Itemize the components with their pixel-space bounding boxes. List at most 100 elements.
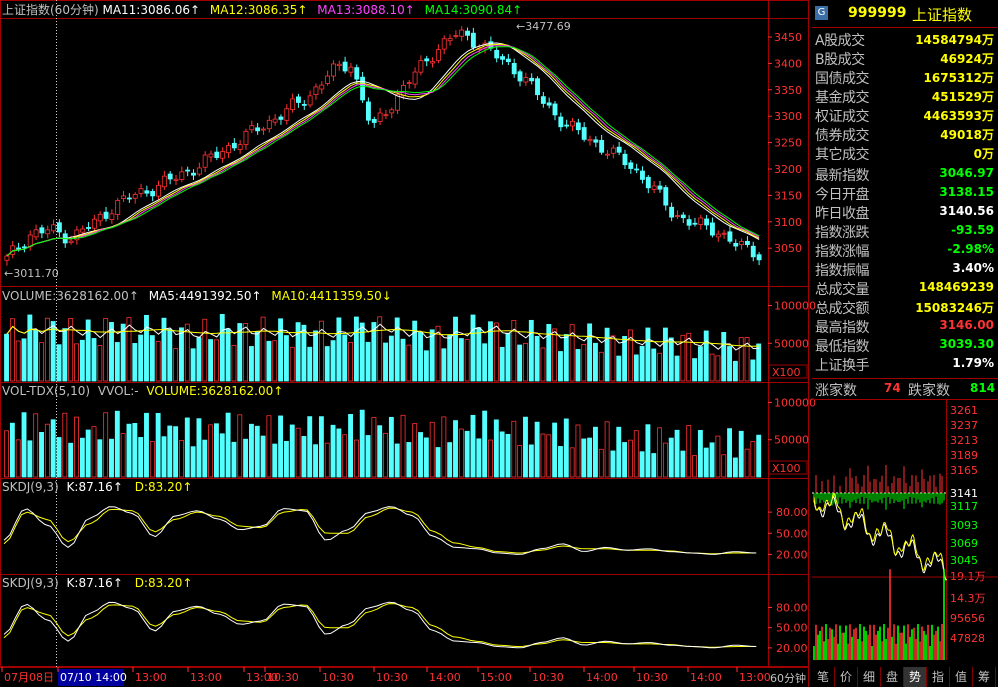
candle-body <box>500 56 505 60</box>
candle-body <box>179 171 185 180</box>
candle-body <box>424 58 430 62</box>
volume-bar <box>540 347 546 382</box>
volume-bar <box>21 412 27 478</box>
volume-bar <box>342 334 348 382</box>
vol-tick-label: 50000 <box>774 434 809 447</box>
candle-body <box>511 63 517 75</box>
volume-bar <box>103 412 109 478</box>
volume-bar <box>359 409 365 478</box>
volume-bar <box>400 338 406 382</box>
volume-bar <box>237 323 243 382</box>
info-row: 最新指数 3046.97 <box>812 164 998 184</box>
candle-body <box>581 127 587 140</box>
info-label: B股成交 <box>815 52 865 68</box>
tab-细[interactable]: 细 <box>858 667 881 687</box>
candle-body <box>173 178 179 181</box>
volume-bar <box>342 434 348 478</box>
info-row: 今日开盘 3138.15 <box>812 183 998 203</box>
volume-bar <box>703 447 709 478</box>
tab-势[interactable]: 势 <box>904 667 927 687</box>
candle-body <box>599 139 605 153</box>
volume-bar <box>225 328 231 382</box>
voltdx-volume: VOLUME:3628162.00↑ <box>146 384 284 398</box>
period-label[interactable]: 60分钟 <box>770 672 806 685</box>
candle-body <box>663 187 669 206</box>
volume-bar <box>523 342 528 382</box>
volume-bar <box>231 441 237 478</box>
volume-bar <box>132 343 138 382</box>
volume-bar <box>511 320 517 382</box>
candle-body <box>39 227 45 234</box>
candle-body <box>191 172 196 176</box>
mini-tick-label: 3069 <box>950 537 978 550</box>
info-label: 指数涨跌 <box>815 225 870 241</box>
info-label: 指数涨幅 <box>815 244 870 260</box>
tab-值[interactable]: 值 <box>950 667 973 687</box>
skdj1-label: SKDJ(9,3) <box>2 480 59 494</box>
tab-价[interactable]: 价 <box>835 667 858 687</box>
volume-bar <box>534 335 540 382</box>
info-value: 451529万 <box>931 90 994 104</box>
x-cursor-box <box>58 669 124 686</box>
volume-bar <box>732 360 738 382</box>
info-row: 总成交量 148469239 <box>812 278 998 298</box>
volume-bar <box>499 346 505 382</box>
volume-bar <box>429 421 435 478</box>
candle-body <box>651 185 657 190</box>
vol-unit: X100 <box>772 366 801 379</box>
volume-bar <box>692 358 698 382</box>
volume-bar <box>441 348 447 382</box>
tab-筹[interactable]: 筹 <box>973 667 996 687</box>
volume-bar <box>120 323 126 382</box>
volume-ma10-label: MA10:4411359.50↓ <box>271 289 392 303</box>
volume-bar <box>674 429 680 478</box>
volume-bar <box>272 340 278 382</box>
candle-body <box>505 58 511 63</box>
tab-指[interactable]: 指 <box>927 667 950 687</box>
volume-bar <box>593 342 598 382</box>
tab-盘[interactable]: 盘 <box>881 667 904 687</box>
volume-bar <box>528 444 534 478</box>
candle-body <box>21 246 27 249</box>
info-value: 4463593万 <box>923 109 994 123</box>
y-tick-label: 3200 <box>774 163 802 176</box>
candle-body <box>395 94 401 111</box>
info-value: -2.98% <box>947 242 994 256</box>
candle-body <box>185 169 191 172</box>
volume-bar <box>406 442 412 478</box>
volume-bar <box>348 414 353 478</box>
info-row: 基金成交 451529万 <box>812 86 998 106</box>
candle-body <box>377 112 383 122</box>
volume-bar <box>214 423 219 478</box>
volume-bar <box>593 426 598 478</box>
volume-bar <box>56 437 62 478</box>
volume-bar <box>680 334 686 382</box>
volume-bar <box>109 322 114 382</box>
volume-bar <box>598 351 604 382</box>
g-icon[interactable]: G <box>815 6 828 20</box>
info-value: 1.79% <box>952 356 994 370</box>
volume-bar <box>423 437 429 478</box>
volume-bar <box>662 442 668 478</box>
mini-tick-label: 3213 <box>950 434 978 447</box>
volume-bar <box>709 353 715 382</box>
tab-笔[interactable]: 笔 <box>812 667 835 687</box>
volume-bar <box>383 432 388 478</box>
volume-bar <box>482 410 488 478</box>
mini-price-line <box>813 495 948 581</box>
volume-bar <box>231 344 237 382</box>
candle-body <box>342 61 348 72</box>
candle-body <box>616 146 622 153</box>
volume-bar <box>179 327 184 382</box>
ma14-label: MA14:3090.84↑ <box>424 3 523 17</box>
y-tick-label: 3350 <box>774 84 802 97</box>
skdj-tick-label: 20.00 <box>776 548 808 561</box>
volume-bar <box>155 341 161 382</box>
info-value: 148469239 <box>918 280 994 294</box>
mini-tick-label: 95656 <box>950 612 985 625</box>
info-row: 指数振幅 3.40% <box>812 259 998 279</box>
volume-bar <box>476 327 482 382</box>
volume-bar <box>202 439 208 478</box>
info-label: 指数振幅 <box>815 263 870 279</box>
